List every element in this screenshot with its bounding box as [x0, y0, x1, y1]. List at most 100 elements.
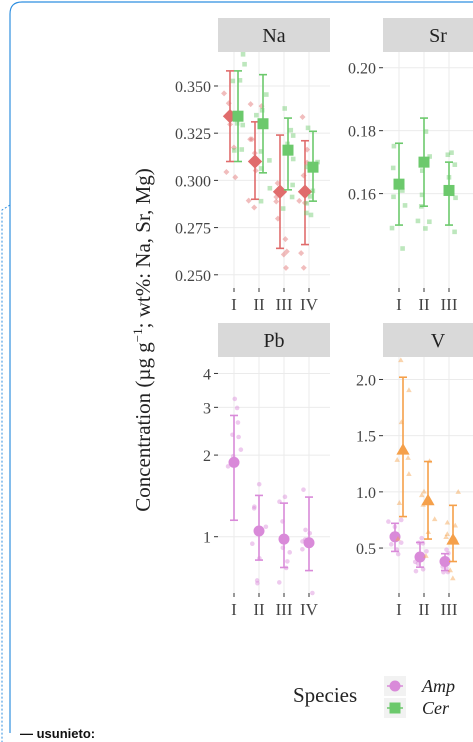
y-axis-title-main: Concentration (µg g — [131, 342, 155, 512]
raw-point — [290, 133, 296, 138]
y-axis-title-rest: ; wt%: Na, Sr, Mg) — [131, 168, 155, 328]
raw-point — [247, 136, 254, 143]
raw-point — [263, 524, 269, 530]
mean-point — [257, 118, 269, 130]
mean-point — [297, 184, 313, 199]
raw-point — [258, 198, 264, 204]
raw-point — [304, 164, 310, 170]
raw-point — [232, 396, 238, 402]
raw-point — [400, 246, 405, 251]
x-tick-label: II — [418, 295, 430, 314]
facet-strip — [218, 18, 330, 52]
raw-point — [264, 92, 269, 97]
raw-point — [427, 154, 432, 159]
y-tick-label: 1.5 — [356, 429, 376, 446]
raw-point — [395, 535, 401, 541]
raw-point — [230, 78, 236, 84]
mean-point — [439, 556, 451, 568]
raw-point — [252, 504, 257, 510]
series-1 — [394, 357, 462, 581]
raw-point — [400, 188, 405, 193]
raw-point — [386, 519, 391, 524]
raw-point — [290, 156, 296, 162]
raw-point — [443, 534, 449, 540]
mean-point — [446, 533, 460, 545]
legend-label: Cer — [422, 698, 450, 718]
raw-point — [398, 540, 404, 545]
raw-point — [305, 125, 311, 131]
mean-point — [393, 178, 405, 190]
raw-point — [423, 129, 429, 134]
raw-point — [296, 197, 303, 204]
y-tick-label: 0.300 — [175, 173, 211, 190]
y-axis-title: Concentration (µg g−1; wt%: Na, Sr, Mg) — [130, 168, 155, 512]
raw-point — [419, 192, 425, 198]
raw-point — [406, 471, 412, 476]
raw-point — [245, 197, 252, 204]
legend-key-marker — [389, 680, 401, 692]
mean-point — [414, 551, 426, 563]
raw-point — [444, 547, 449, 552]
raw-point — [421, 488, 427, 494]
raw-point — [310, 590, 315, 596]
raw-point — [267, 158, 272, 163]
raw-point — [258, 149, 264, 154]
x-tick-label: I — [231, 600, 237, 619]
raw-point — [455, 489, 462, 494]
raw-point — [308, 212, 314, 218]
facet-strip-label: V — [431, 330, 446, 352]
raw-point — [282, 494, 288, 500]
raw-point — [247, 101, 254, 108]
raw-point — [274, 180, 281, 187]
facet-strip-label: Pb — [263, 330, 284, 352]
raw-point — [431, 516, 438, 522]
mean-point — [253, 525, 265, 537]
mean-point — [228, 456, 240, 468]
mean-point — [282, 144, 294, 156]
deleted-caption: — usunieto: — [20, 726, 96, 741]
raw-point — [444, 519, 451, 525]
y-tick-label: 0.5 — [356, 541, 376, 558]
raw-point — [453, 195, 458, 201]
side-dotted-line — [1, 204, 11, 742]
plot-area — [383, 52, 473, 288]
raw-point — [230, 144, 237, 151]
y-tick-label: 2 — [203, 448, 211, 465]
raw-point — [234, 405, 240, 411]
raw-point — [250, 541, 255, 547]
raw-point — [234, 121, 240, 126]
raw-point — [389, 225, 395, 231]
raw-point — [251, 204, 258, 211]
y-tick-label: 0.350 — [175, 79, 211, 96]
raw-point — [398, 517, 404, 523]
x-tick-label: III — [276, 295, 293, 314]
raw-point — [390, 165, 396, 171]
raw-point — [298, 250, 305, 257]
x-tick-label: IV — [300, 600, 319, 619]
raw-point — [259, 166, 264, 171]
panel-sr: Sr0.160.180.20I II III — [348, 18, 473, 314]
y-tick-label: 1.0 — [356, 485, 376, 502]
mean-point — [278, 533, 290, 545]
y-tick-label: 3 — [203, 400, 211, 417]
raw-point — [280, 206, 286, 211]
raw-point — [396, 500, 403, 505]
raw-point — [287, 550, 293, 555]
plot-area — [218, 357, 330, 593]
raw-point — [300, 264, 307, 271]
raw-point — [273, 198, 280, 205]
series-0 — [225, 396, 315, 596]
facet-strip-label: Na — [262, 25, 285, 47]
raw-point — [415, 218, 421, 224]
raw-point — [248, 136, 255, 143]
mean-point — [418, 156, 430, 168]
series-0 — [389, 117, 458, 251]
y-tick-label: 0.325 — [175, 126, 211, 143]
raw-point — [236, 434, 241, 440]
raw-point — [419, 535, 424, 541]
raw-point — [418, 492, 425, 498]
raw-point — [405, 455, 411, 460]
